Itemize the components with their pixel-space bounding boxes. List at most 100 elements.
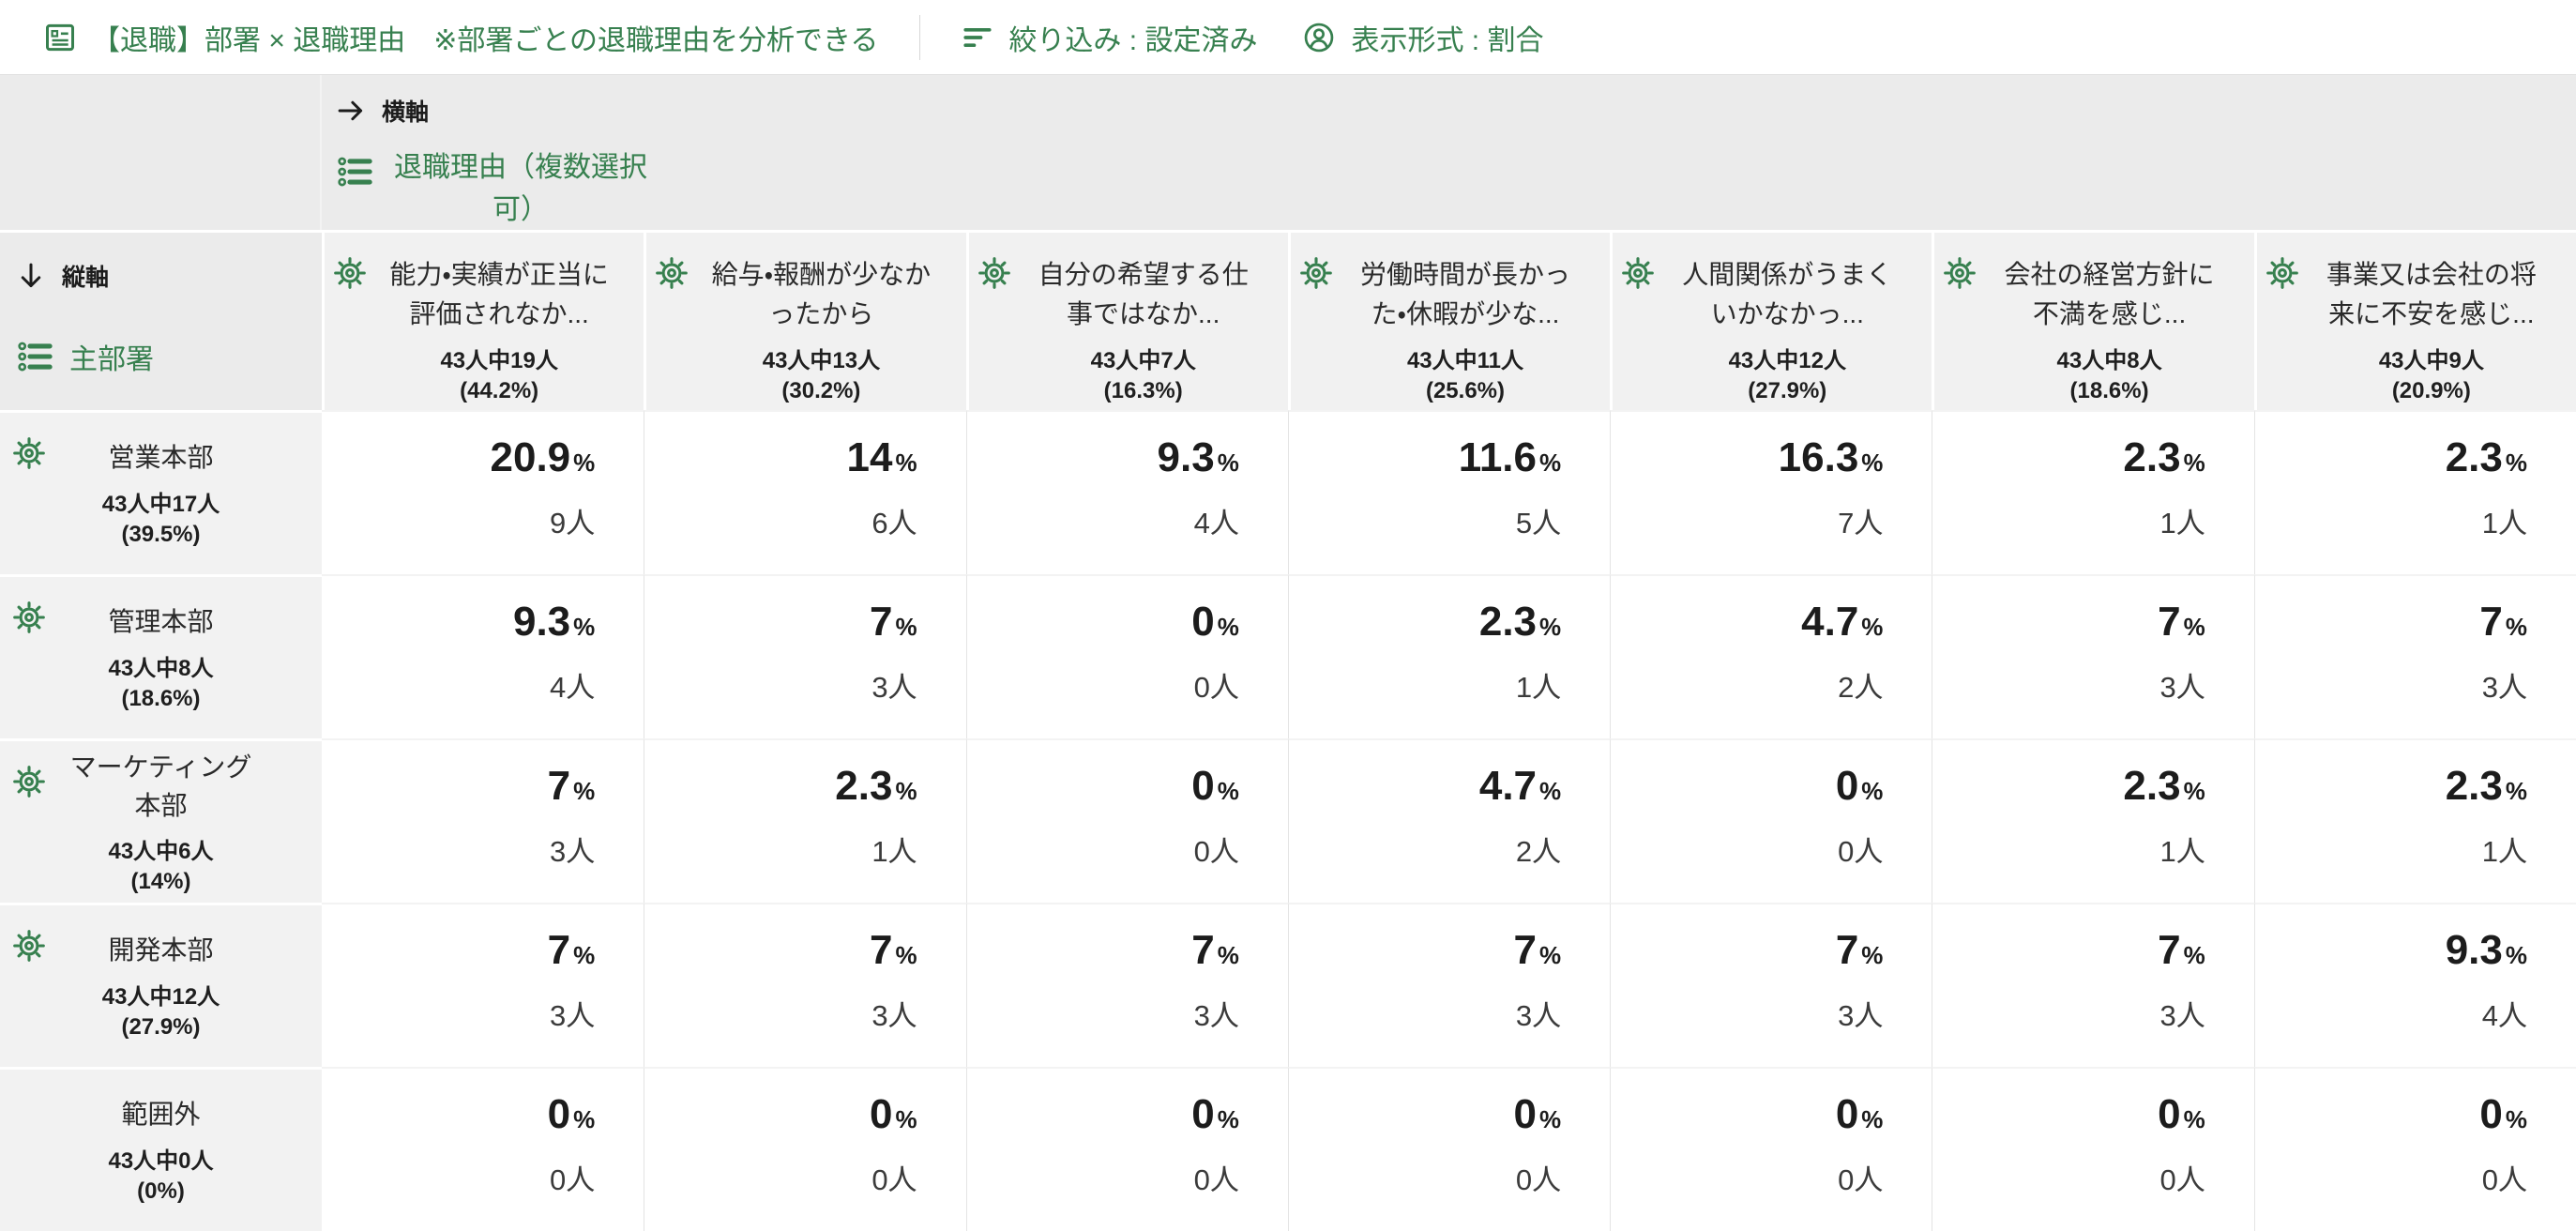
filter-icon [962,22,993,53]
cell-percent: 7 [547,763,571,809]
cell-count: 5人 [1515,507,1562,540]
cell-percent: 9.3 [1157,434,1215,480]
cell-percent: 2.3 [2123,434,2181,480]
cell-percent-unit: % [573,777,596,805]
row-header[interactable]: マーケティング本部 43人中6人 (14%) [0,738,322,903]
row-header[interactable]: 営業本部 43人中17人 (39.5%) [0,410,322,574]
row-percent: (39.5%) [121,521,201,547]
column-header[interactable]: 自分の希望する仕事ではなか... 43人中7人 (16.3%) [965,230,1288,410]
data-cell[interactable]: 0% 0人 [2253,1067,2576,1231]
data-cell[interactable]: 7% 3人 [322,903,644,1067]
data-cell[interactable]: 7% 3人 [965,903,1288,1067]
data-cell[interactable]: 14% 6人 [644,410,966,574]
data-cell[interactable]: 11.6% 5人 [1287,410,1611,574]
filter-chip[interactable]: 絞り込み : 設定済み [962,17,1257,58]
arrow-down-icon [17,262,45,290]
data-cell[interactable]: 0% 0人 [1610,1067,1932,1231]
data-cell[interactable]: 2.3% 1人 [2253,410,2576,574]
cell-percent-unit: % [1217,941,1239,969]
column-percent: (27.9%) [1748,378,1827,403]
cell-count: 0人 [2481,1163,2527,1196]
column-header[interactable]: 人間関係がうまくいかなかっ... 43人中12人 (27.9%) [1610,230,1932,410]
data-cell[interactable]: 7% 3人 [1610,903,1932,1067]
bulleted-list-icon [337,154,372,190]
column-header[interactable]: 労働時間が長かった・休暇が少な... 43人中11人 (25.6%) [1287,230,1611,410]
data-cell[interactable]: 0% 0人 [1610,738,1932,903]
vertical-axis-field[interactable]: 主部署 [69,344,154,375]
column-header[interactable]: 給与・報酬が少なかったから 43人中13人 (30.2%) [644,230,966,410]
gear-icon [334,257,366,289]
row-label: 開発本部 [108,935,214,965]
person-circle-icon [1302,21,1336,54]
column-header[interactable]: 事業又は会社の将来に不安を感じ... 43人中9人 (20.9%) [2253,230,2576,410]
data-cell[interactable]: 2.3% 1人 [1932,410,2254,574]
data-cell[interactable]: 16.3% 7人 [1610,410,1932,574]
cell-percent-unit: % [1217,613,1239,641]
data-cell[interactable]: 7% 3人 [2253,574,2576,738]
data-cell[interactable]: 0% 0人 [1932,1067,2254,1231]
top-bar: 【退職】部署 × 退職理由 ※部署ごとの退職理由を分析できる 絞り込み : 設定… [0,0,2576,75]
data-cell[interactable]: 9.3% 4人 [965,410,1288,574]
horizontal-axis-field[interactable]: 退職理由（複数選択可） [394,152,647,225]
row-percent: (27.9%) [121,1013,201,1040]
display-format-chip[interactable]: 表示形式 : 割合 [1302,17,1543,58]
gear-icon [977,257,1010,289]
column-header[interactable]: 会社の経営方針に不満を感じ... 43人中8人 (18.6%) [1932,230,2254,410]
cell-percent: 4.7 [1801,599,1859,645]
cell-percent-unit: % [1539,777,1562,805]
cell-percent-unit: % [1217,777,1239,805]
cell-percent-unit: % [573,613,596,641]
cell-count: 4人 [1193,507,1239,540]
row-header[interactable]: 範囲外 43人中0人 (0%) [0,1067,322,1231]
cell-count: 0人 [1838,835,1884,868]
cell-percent: 0 [1191,763,1215,809]
cell-count: 0人 [1515,1163,1562,1196]
gear-icon [1299,257,1332,289]
row-count: 43人中0人 [108,1147,214,1174]
data-cell[interactable]: 9.3% 4人 [2253,903,2576,1067]
cell-percent-unit: % [2505,1105,2527,1133]
cell-percent: 7 [2158,599,2181,645]
data-cell[interactable]: 4.7% 2人 [1610,574,1932,738]
data-cell[interactable]: 0% 0人 [965,1067,1288,1231]
cell-count: 0人 [871,1163,917,1196]
data-cell[interactable]: 0% 0人 [965,738,1288,903]
data-cell[interactable]: 0% 0人 [644,1067,966,1231]
data-cell[interactable]: 20.9% 9人 [322,410,644,574]
data-cell[interactable]: 7% 3人 [1932,574,2254,738]
report-list-icon [43,21,77,54]
row-percent: (18.6%) [121,685,201,711]
display-format-label: 表示形式 : 割合 [1351,24,1544,56]
data-cell[interactable]: 7% 3人 [322,738,644,903]
data-cell[interactable]: 0% 0人 [1287,1067,1611,1231]
column-label: 人間関係がうまくいかなかっ... [1682,260,1893,328]
row-label: 範囲外 [121,1100,201,1130]
data-cell[interactable]: 0% 0人 [322,1067,644,1231]
data-cell[interactable]: 2.3% 1人 [1287,574,1611,738]
row-header[interactable]: 管理本部 43人中8人 (18.6%) [0,574,322,738]
gear-icon [1622,257,1654,289]
data-cell[interactable]: 4.7% 2人 [1287,738,1611,903]
cell-percent: 0 [1191,599,1215,645]
cell-count: 3人 [1193,999,1239,1032]
data-cell[interactable]: 2.3% 1人 [2253,738,2576,903]
cell-percent-unit: % [2505,777,2527,805]
column-header[interactable]: 能力・実績が正当に評価されなか... 43人中19人 (44.2%) [322,230,644,410]
row-header[interactable]: 開発本部 43人中12人 (27.9%) [0,903,322,1067]
data-cell[interactable]: 7% 3人 [1287,903,1611,1067]
data-cell[interactable]: 2.3% 1人 [1932,738,2254,903]
cell-percent-unit: % [1861,777,1884,805]
data-cell[interactable]: 7% 3人 [644,574,966,738]
cell-percent-unit: % [2183,941,2205,969]
data-cell[interactable]: 7% 3人 [644,903,966,1067]
data-cell[interactable]: 2.3% 1人 [644,738,966,903]
cell-percent: 9.3 [2445,927,2503,973]
cell-count: 0人 [1193,1163,1239,1196]
cell-count: 0人 [1193,835,1239,868]
grid-corner [0,75,322,230]
data-cell[interactable]: 0% 0人 [965,574,1288,738]
column-label: 会社の経営方針に不満を感じ... [2004,260,2215,328]
data-cell[interactable]: 7% 3人 [1932,903,2254,1067]
data-cell[interactable]: 9.3% 4人 [322,574,644,738]
topbar-divider [919,14,921,60]
